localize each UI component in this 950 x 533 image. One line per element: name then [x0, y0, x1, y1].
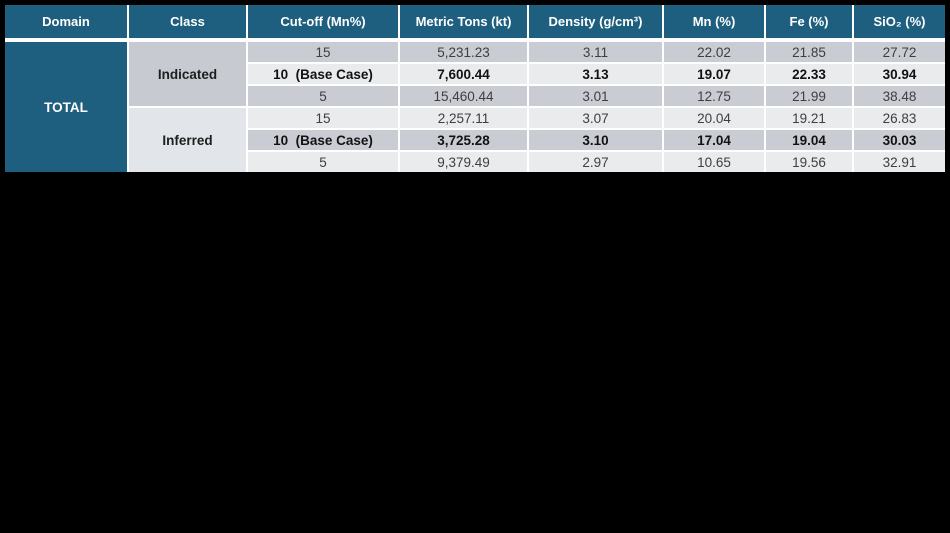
col-header-metric-tons: Metric Tons (kt) [399, 5, 529, 42]
cell-cutoff: 10 (Base Case) [247, 128, 400, 151]
cell-sio2: 32.91 [853, 150, 945, 172]
table-row-inferred-5: 5 9,379.49 2.97 10.65 19.56 32.91 [5, 150, 945, 172]
cell-metric-tons: 2,257.11 [399, 106, 529, 129]
cell-density: 2.97 [528, 150, 664, 172]
table-row-indicated-10-base-case: 10 (Base Case) 7,600.44 3.13 19.07 22.33… [5, 62, 945, 85]
domain-total-cell: TOTAL [5, 40, 129, 172]
cell-metric-tons: 7,600.44 [399, 62, 529, 85]
cell-metric-tons: 9,379.49 [399, 150, 529, 172]
col-header-fe: Fe (%) [765, 5, 854, 42]
cell-fe: 21.85 [765, 40, 854, 63]
col-header-class: Class [128, 5, 248, 42]
cell-cutoff: 5 [247, 84, 400, 107]
cell-density: 3.10 [528, 128, 664, 151]
cell-cutoff: 5 [247, 150, 400, 172]
cell-mn: 12.75 [663, 84, 766, 107]
col-header-domain: Domain [5, 5, 129, 42]
cell-fe: 22.33 [765, 62, 854, 85]
cell-density: 3.13 [528, 62, 664, 85]
cell-fe: 19.56 [765, 150, 854, 172]
col-header-sio2: SiO₂ (%) [853, 5, 945, 42]
cell-density: 3.07 [528, 106, 664, 129]
header-row: Domain Class Cut-off (Mn%) Metric Tons (… [5, 5, 945, 42]
class-inferred-cell: Inferred [128, 106, 248, 172]
cell-metric-tons: 15,460.44 [399, 84, 529, 107]
col-header-mn: Mn (%) [663, 5, 766, 42]
cell-cutoff: 15 [247, 106, 400, 129]
cell-mn: 10.65 [663, 150, 766, 172]
cell-sio2: 26.83 [853, 106, 945, 129]
cell-density: 3.01 [528, 84, 664, 107]
col-header-density: Density (g/cm³) [528, 5, 664, 42]
cell-sio2: 30.94 [853, 62, 945, 85]
cell-mn: 17.04 [663, 128, 766, 151]
table-row-inferred-15: Inferred 15 2,257.11 3.07 20.04 19.21 26… [5, 106, 945, 172]
cell-mn: 22.02 [663, 40, 766, 63]
cell-mn: 20.04 [663, 106, 766, 129]
cell-metric-tons: 3,725.28 [399, 128, 529, 151]
table-row-indicated-15: TOTAL Indicated 15 5,231.23 3.11 22.02 2… [5, 40, 945, 172]
cell-fe: 19.21 [765, 106, 854, 129]
cell-density: 3.11 [528, 40, 664, 63]
class-indicated-cell: Indicated [128, 40, 248, 107]
cell-fe: 21.99 [765, 84, 854, 107]
cell-sio2: 38.48 [853, 84, 945, 107]
table-row-indicated-5: 5 15,460.44 3.01 12.75 21.99 38.48 [5, 84, 945, 107]
table-row-inferred-10-base-case: 10 (Base Case) 3,725.28 3.10 17.04 19.04… [5, 128, 945, 151]
cell-mn: 19.07 [663, 62, 766, 85]
cell-sio2: 27.72 [853, 40, 945, 63]
cell-fe: 19.04 [765, 128, 854, 151]
cell-metric-tons: 5,231.23 [399, 40, 529, 63]
col-header-cutoff: Cut-off (Mn%) [247, 5, 400, 42]
resource-estimate-table: Domain Class Cut-off (Mn%) Metric Tons (… [5, 5, 945, 172]
cell-sio2: 30.03 [853, 128, 945, 151]
cell-cutoff: 10 (Base Case) [247, 62, 400, 85]
cell-cutoff: 15 [247, 40, 400, 63]
